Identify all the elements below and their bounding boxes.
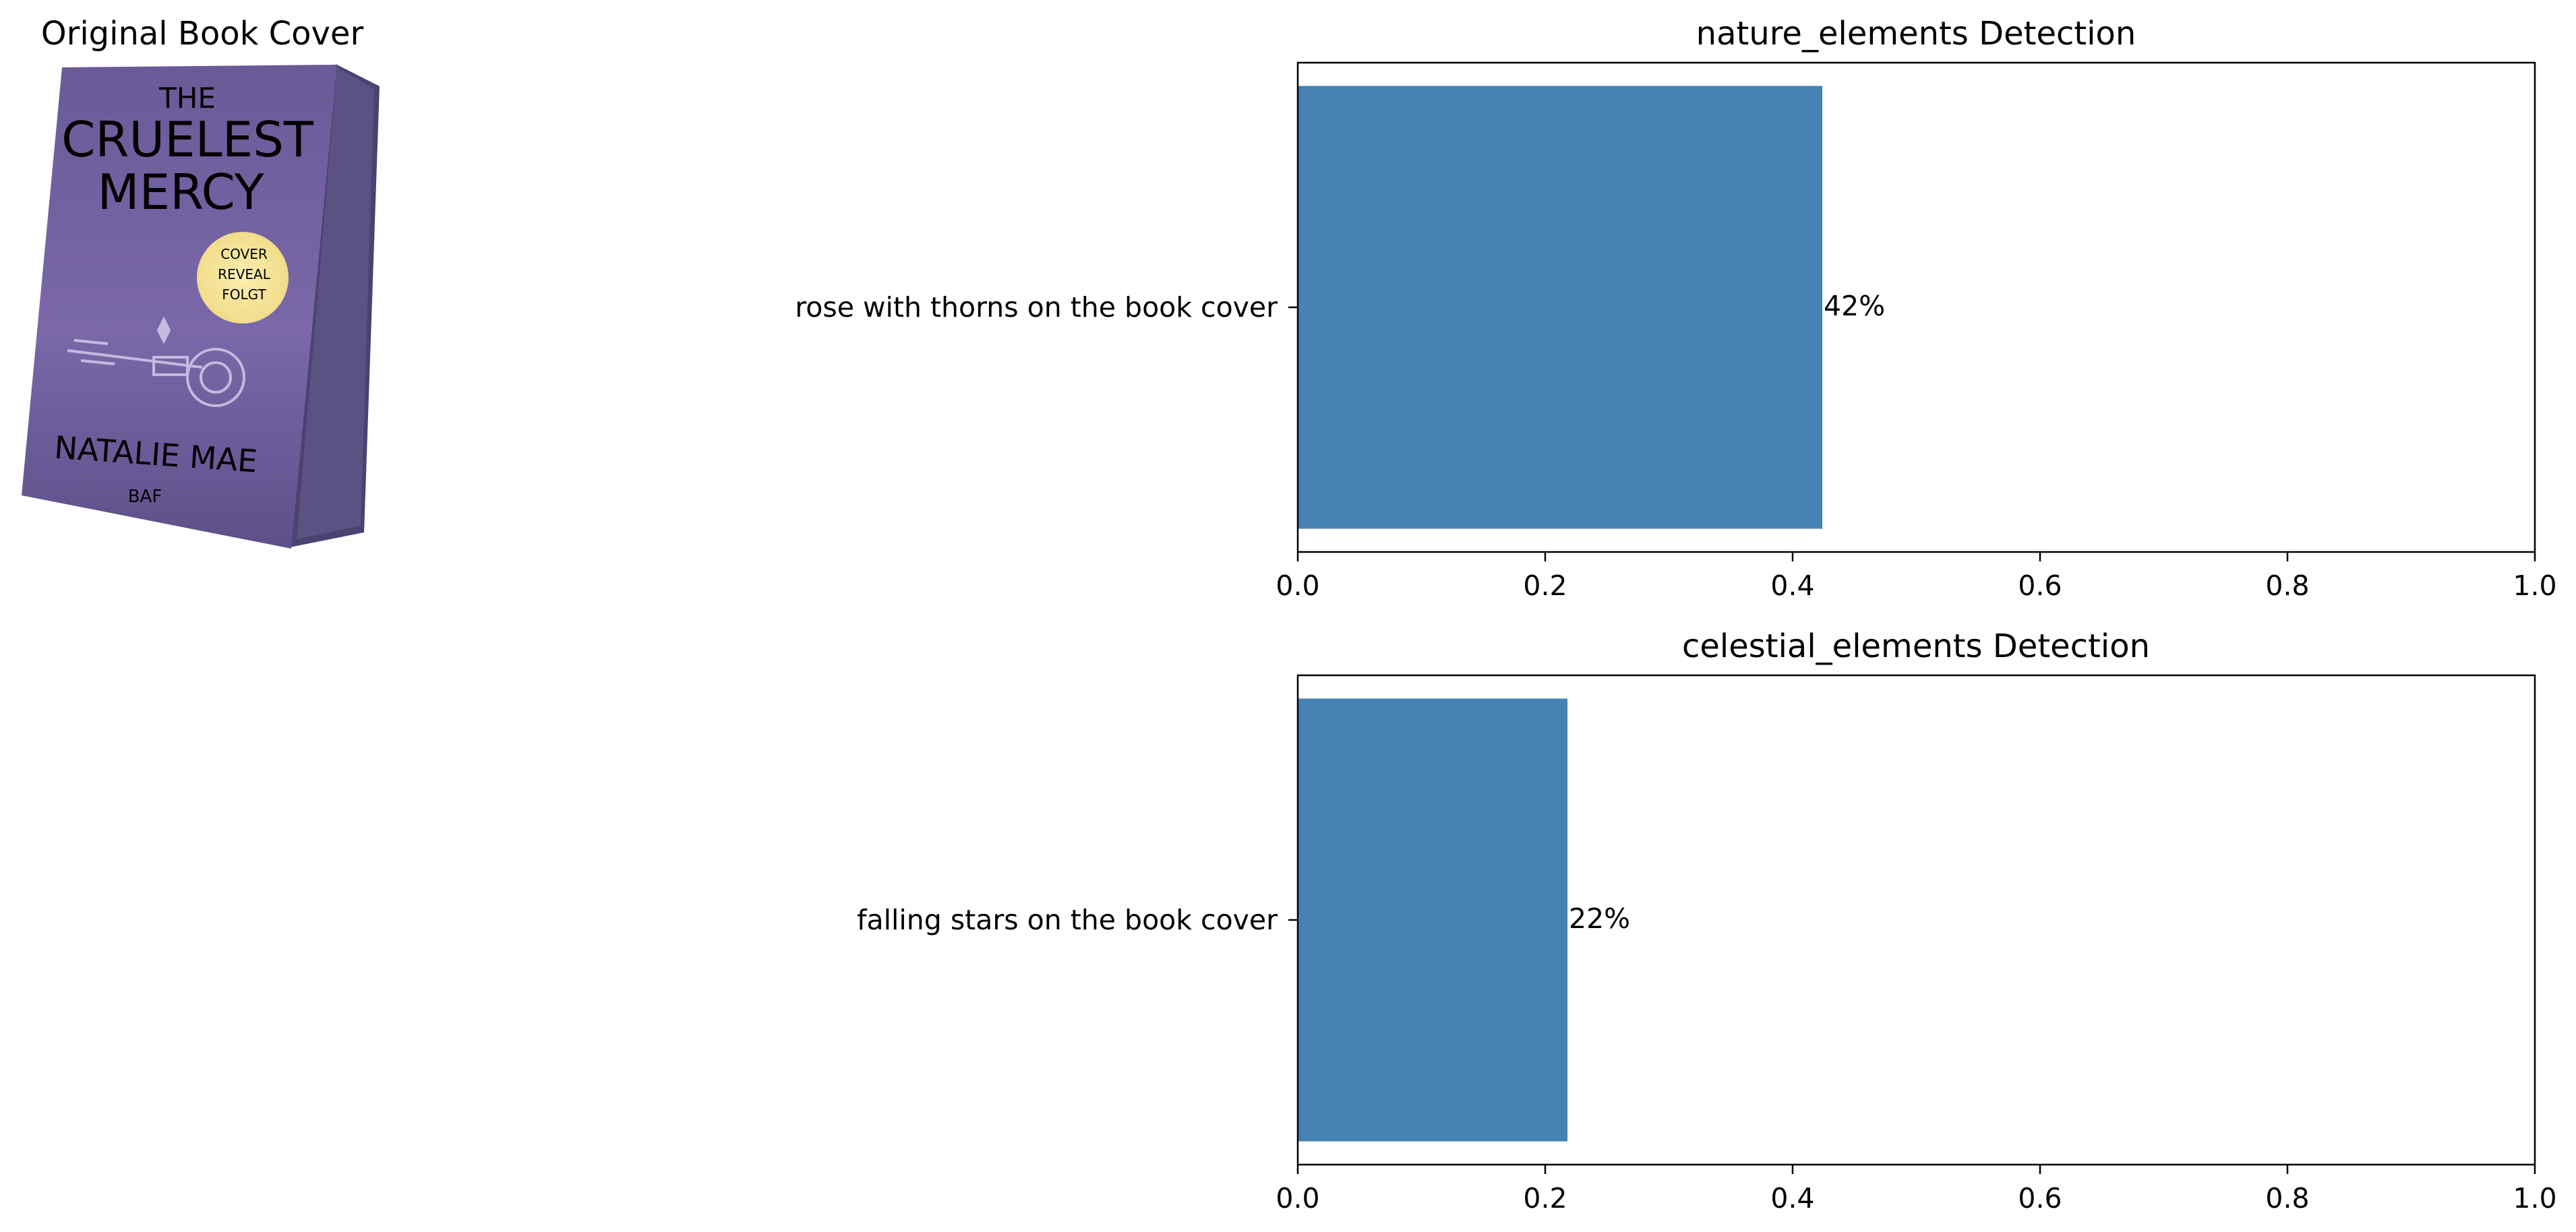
cover-title-line2: CRUELEST <box>61 111 314 168</box>
y-axis: falling stars on the book cover <box>857 904 1298 936</box>
bar-value-label: 42% <box>1824 290 1885 322</box>
x-tick-label: 0.4 <box>1770 1182 1814 1214</box>
x-tick-label: 0.2 <box>1523 1182 1567 1214</box>
x-tick-label: 1.0 <box>2513 1182 2556 1214</box>
book-front-cover <box>22 65 337 549</box>
x-tick-label: 0.0 <box>1276 569 1319 602</box>
chart-nature-elements: nature_elements Detection rose with thor… <box>795 15 2556 602</box>
x-tick-label: 0.4 <box>1770 569 1814 602</box>
x-tick-label: 0.0 <box>1276 1182 1319 1214</box>
x-tick-label: 0.6 <box>2018 1182 2062 1214</box>
x-tick-label: 0.6 <box>2018 569 2062 602</box>
chart-title: celestial_elements Detection <box>1682 627 2150 665</box>
bar-value-label: 22% <box>1569 902 1630 935</box>
bar <box>1298 86 1823 529</box>
cover-illustration-key <box>67 316 245 407</box>
category-label: rose with thorns on the book cover <box>795 291 1278 324</box>
cover-title-line1: THE <box>158 82 216 115</box>
badge-line3: FOLGT <box>222 286 266 303</box>
chart-celestial-elements: celestial_elements Detection falling sta… <box>857 627 2557 1214</box>
x-tick-label: 0.2 <box>1523 569 1567 602</box>
cover-title-line3: MERCY <box>97 164 264 220</box>
badge-line1: COVER <box>220 246 268 262</box>
cover-publisher: BAF <box>128 487 162 507</box>
category-label: falling stars on the book cover <box>857 904 1278 936</box>
y-axis: rose with thorns on the book cover <box>795 291 1298 324</box>
cover-reveal-badge: COVER REVEAL FOLGT <box>197 232 289 324</box>
book-page-edges <box>297 67 374 539</box>
badge-line2: REVEAL <box>218 266 271 282</box>
x-tick-label: 0.8 <box>2265 1182 2309 1214</box>
bar <box>1298 698 1568 1142</box>
x-tick-label: 1.0 <box>2513 569 2556 602</box>
book-cover-image: THE CRUELEST MERCY COVER REVEAL FOLGT NA… <box>22 64 380 549</box>
x-tick-label: 0.8 <box>2265 569 2309 602</box>
x-axis: 0.0 0.2 0.4 0.6 0.8 1.0 <box>1276 1165 2557 1214</box>
image-panel-title: Original Book Cover <box>41 15 364 53</box>
book-cover-panel: Original Book Cover THE CRUELEST ME <box>22 15 380 549</box>
chart-title: nature_elements Detection <box>1696 15 2136 53</box>
x-axis: 0.0 0.2 0.4 0.6 0.8 1.0 <box>1276 552 2557 602</box>
